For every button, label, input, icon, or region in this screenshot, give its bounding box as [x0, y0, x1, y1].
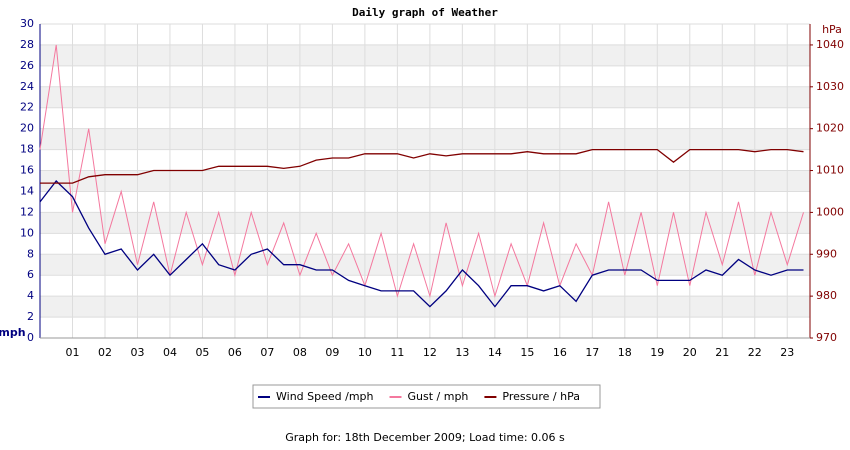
legend-box — [252, 384, 601, 409]
grid-stripe — [40, 212, 810, 234]
series-line — [39, 44, 804, 299]
x-tick-label: 20 — [683, 346, 697, 359]
series-line — [40, 148, 804, 184]
y-tick-label: 26 — [20, 59, 34, 72]
x-tick-label: 08 — [293, 346, 307, 359]
x-tick-label: 01 — [65, 346, 79, 359]
legend-label: Pressure / hPa — [502, 390, 580, 403]
y-tick-label: 10 — [20, 226, 34, 239]
y-tick-label: 22 — [20, 101, 34, 114]
y-tick-label: 4 — [27, 289, 34, 302]
x-tick-label: 17 — [585, 346, 599, 359]
x-tick-label: 23 — [780, 346, 794, 359]
x-tick-label: 10 — [358, 346, 372, 359]
series-lines — [39, 44, 804, 308]
x-tick-label: 03 — [130, 346, 144, 359]
x-tick-label: 11 — [390, 346, 404, 359]
y-tick-label: 14 — [20, 184, 34, 197]
y2-tick-label: 990 — [816, 247, 837, 260]
y2-tick-label: 1040 — [816, 38, 844, 51]
x-tick-label: 02 — [98, 346, 112, 359]
x-tick-label: 15 — [520, 346, 534, 359]
y-tick-label: 6 — [27, 268, 34, 281]
x-tick-label: 16 — [553, 346, 567, 359]
y-tick-label: 2 — [27, 310, 34, 323]
grid-stripe — [40, 86, 810, 108]
y2-tick-label: 1020 — [816, 122, 844, 135]
y2-tick-label: 970 — [816, 331, 837, 344]
y2-tick-label: 1000 — [816, 205, 844, 218]
legend: Wind Speed /mph Gust / mph Pressure / hPa — [258, 390, 580, 403]
y-tick-label: 16 — [20, 164, 34, 177]
y-tick-label: 8 — [27, 247, 34, 260]
legend-label: Wind Speed /mph — [276, 390, 374, 403]
y-tick-label: 28 — [20, 38, 34, 51]
x-tick-label: 06 — [228, 346, 242, 359]
x-tick-label: 12 — [423, 346, 437, 359]
x-tick-label: 19 — [650, 346, 664, 359]
y-tick-label: 18 — [20, 143, 34, 156]
x-tick-label: 14 — [488, 346, 502, 359]
x-tick-label: 09 — [325, 346, 339, 359]
chart-title: Daily graph of Weather — [352, 6, 498, 19]
grid-stripe — [40, 170, 810, 192]
y2-tick-label: 980 — [816, 289, 837, 302]
y2-tick-label: 1030 — [816, 80, 844, 93]
x-tick-label: 04 — [163, 346, 177, 359]
legend-label: Gust / mph — [408, 390, 469, 403]
x-tick-label: 22 — [748, 346, 762, 359]
x-tick-label: 21 — [715, 346, 729, 359]
y-tick-label: 20 — [20, 122, 34, 135]
grid-stripe — [40, 44, 810, 66]
grid — [39, 23, 813, 339]
x-tick-label: 13 — [455, 346, 469, 359]
footer: Graph for: 18th December 2009; Load time… — [285, 431, 565, 444]
y-tick-label: 24 — [20, 80, 34, 93]
grid-stripe — [40, 296, 810, 318]
series-line — [39, 180, 804, 308]
y2-tick-label: 1010 — [816, 164, 844, 177]
grid-stripe — [40, 128, 810, 150]
y-axis-label: mph — [0, 326, 26, 339]
y2-axis-label: hPa — [822, 23, 842, 36]
x-tick-label: 07 — [260, 346, 274, 359]
y-tick-label: 30 — [20, 17, 34, 30]
x-tick-label: 18 — [618, 346, 632, 359]
plot-background — [40, 24, 810, 338]
y-tick-label: 12 — [20, 205, 34, 218]
x-tick-label: 05 — [195, 346, 209, 359]
y-tick-label: 0 — [27, 331, 34, 344]
